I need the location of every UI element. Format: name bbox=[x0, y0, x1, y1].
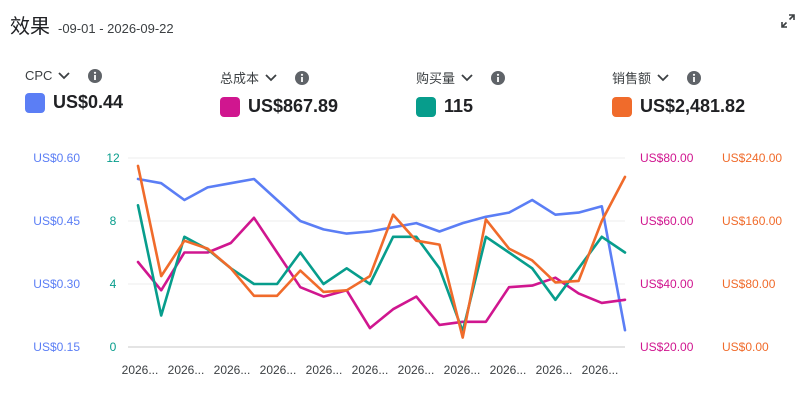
x-tick-label: 2026... bbox=[536, 363, 573, 377]
metric-label: CPC bbox=[25, 68, 53, 83]
x-tick-label: 2026... bbox=[398, 363, 435, 377]
info-icon[interactable] bbox=[88, 68, 103, 83]
y-tick-label: US$240.00 bbox=[722, 151, 782, 165]
x-tick-label: 2026... bbox=[168, 363, 205, 377]
metric-sales: 销售额 US$2,481.82 bbox=[612, 68, 745, 117]
x-tick-label: 2026... bbox=[490, 363, 527, 377]
x-tick-label: 2026... bbox=[214, 363, 251, 377]
series-line bbox=[136, 164, 627, 339]
metric-value: US$2,481.82 bbox=[640, 96, 746, 116]
chevron-down-icon[interactable] bbox=[58, 71, 71, 80]
y-tick-label: US$20.00 bbox=[640, 340, 694, 354]
x-tick-label: 2026... bbox=[306, 363, 343, 377]
metric-value: 115 bbox=[444, 96, 474, 116]
metric-label: 销售额 bbox=[612, 71, 652, 86]
series-line bbox=[136, 216, 627, 330]
y-tick-label: 12 bbox=[106, 151, 120, 165]
x-tick-label: 2026... bbox=[444, 363, 481, 377]
y-tick-label: 0 bbox=[110, 340, 117, 354]
metric-purchases: 购买量 115 bbox=[416, 68, 506, 117]
chevron-down-icon[interactable] bbox=[657, 73, 669, 82]
y-tick-label: US$0.30 bbox=[33, 277, 80, 291]
header: 效果 -09-01 - 2026-09-22 bbox=[10, 10, 174, 39]
y-tick-label: US$160.00 bbox=[722, 214, 782, 228]
y-tick-label: 8 bbox=[110, 214, 117, 228]
y-tick-label: US$80.00 bbox=[722, 277, 776, 291]
x-tick-label: 2026... bbox=[122, 363, 159, 377]
y-tick-label: US$0.45 bbox=[33, 214, 80, 228]
metric-cpc: CPC US$0.44 bbox=[25, 68, 123, 113]
metric-value: US$0.44 bbox=[53, 92, 124, 112]
series-swatch bbox=[25, 92, 45, 113]
line-chart: US$0.60 US$0.45 US$0.30 US$0.15 12 8 4 0 US$80.0… bbox=[33, 151, 782, 377]
series-swatch bbox=[416, 96, 436, 117]
date-range: -09-01 - 2026-09-22 bbox=[58, 21, 174, 36]
metric-label: 总成本 bbox=[220, 71, 260, 86]
info-icon[interactable] bbox=[295, 70, 310, 85]
y-tick-label: US$40.00 bbox=[640, 277, 694, 291]
chevron-down-icon[interactable] bbox=[265, 73, 277, 82]
x-tick-label: 2026... bbox=[582, 363, 619, 377]
y-tick-label: 4 bbox=[110, 277, 117, 291]
x-tick-label: 2026... bbox=[260, 363, 297, 377]
y-tick-label: US$0.60 bbox=[33, 151, 80, 165]
y-tick-label: US$60.00 bbox=[640, 214, 694, 228]
series-line bbox=[136, 177, 627, 332]
series-swatch bbox=[612, 96, 632, 117]
series-swatch bbox=[220, 96, 240, 117]
metric-label: 购买量 bbox=[416, 71, 456, 86]
chart-title: 效果 bbox=[10, 16, 50, 38]
expand-icon[interactable] bbox=[781, 14, 795, 28]
y-tick-label: US$0.00 bbox=[722, 340, 769, 354]
y-tick-label: US$0.15 bbox=[33, 340, 80, 354]
y-tick-label: US$80.00 bbox=[640, 151, 694, 165]
series-line bbox=[136, 204, 627, 333]
info-icon[interactable] bbox=[491, 70, 506, 85]
metric-total-cost: 总成本 US$867.89 bbox=[220, 68, 338, 117]
info-icon[interactable] bbox=[687, 70, 702, 85]
x-tick-label: 2026... bbox=[352, 363, 389, 377]
chevron-down-icon[interactable] bbox=[461, 73, 473, 82]
metric-value: US$867.89 bbox=[248, 96, 339, 116]
